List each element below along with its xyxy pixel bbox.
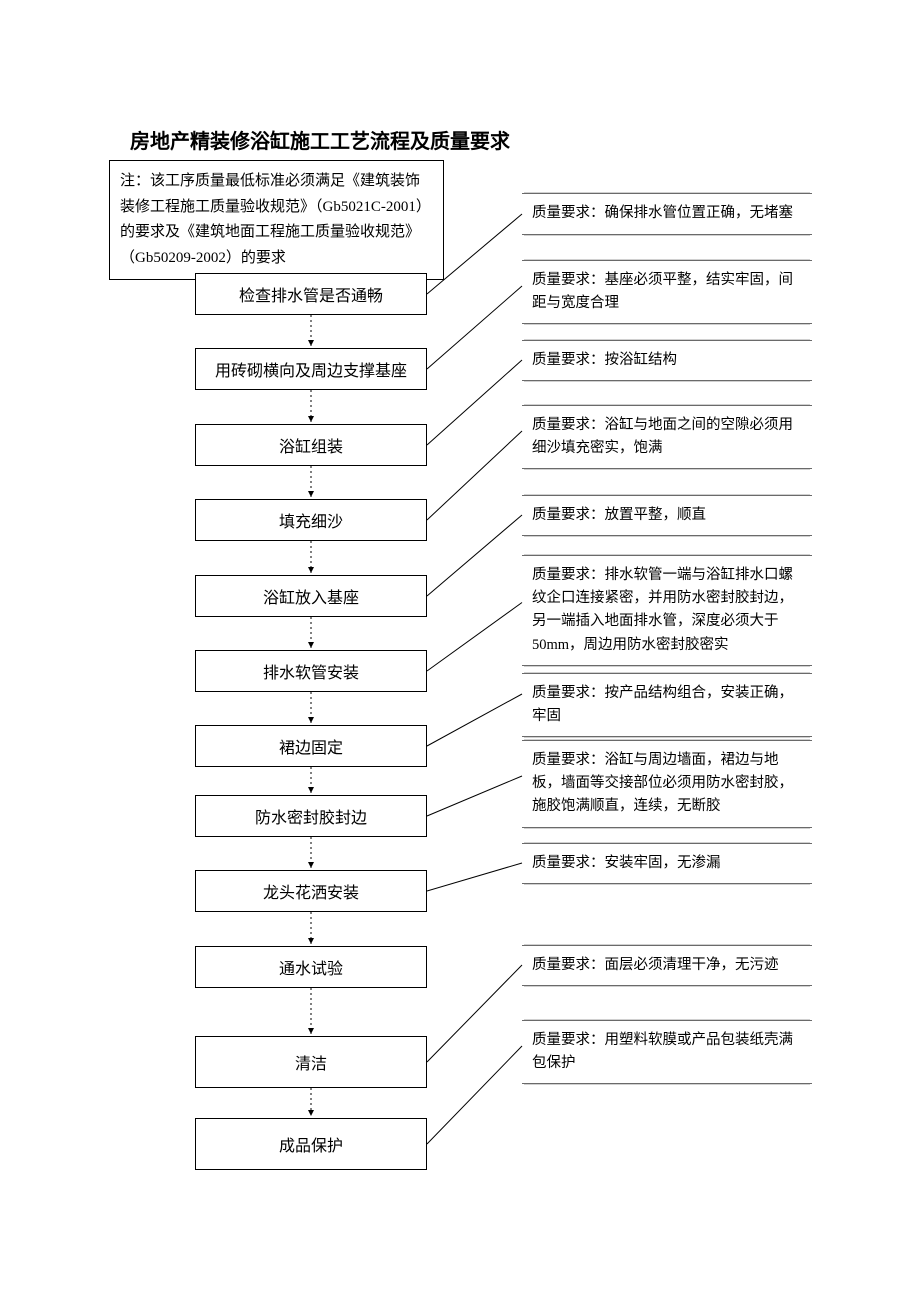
note-box: 注：该工序质量最低标准必须满足《建筑装饰装修工程施工质量验收规范》（Gb5021… xyxy=(109,160,444,280)
requirement-box-3: 质量要求：浴缸与地面之间的空隙必须用细沙填充密实，饱满 xyxy=(522,405,812,469)
requirement-box-2: 质量要求：按浴缸结构 xyxy=(522,340,812,381)
step-box-8: 龙头花洒安装 xyxy=(195,870,427,912)
requirement-box-5: 质量要求：排水软管一端与浴缸排水口螺纹企口连接紧密，并用防水密封胶封边，另一端插… xyxy=(522,555,812,666)
requirement-box-9: 质量要求：面层必须清理干净，无污迹 xyxy=(522,945,812,986)
step-box-1: 用砖砌横向及周边支撑基座 xyxy=(195,348,427,390)
requirement-box-6: 质量要求：按产品结构组合，安装正确，牢固 xyxy=(522,673,812,737)
step-box-0: 检查排水管是否通畅 xyxy=(195,273,427,315)
step-box-9: 通水试验 xyxy=(195,946,427,988)
requirement-box-10: 质量要求：用塑料软膜或产品包装纸壳满包保护 xyxy=(522,1020,812,1084)
page-title: 房地产精装修浴缸施工工艺流程及质量要求 xyxy=(130,125,510,154)
step-box-4: 浴缸放入基座 xyxy=(195,575,427,617)
requirement-box-0: 质量要求：确保排水管位置正确，无堵塞 xyxy=(522,193,812,235)
step-box-7: 防水密封胶封边 xyxy=(195,795,427,837)
step-box-3: 填充细沙 xyxy=(195,499,427,541)
requirement-box-4: 质量要求：放置平整，顺直 xyxy=(522,495,812,536)
requirement-box-1: 质量要求：基座必须平整，结实牢固，间距与宽度合理 xyxy=(522,260,812,324)
step-box-11: 成品保护 xyxy=(195,1118,427,1170)
step-box-5: 排水软管安装 xyxy=(195,650,427,692)
step-box-6: 裙边固定 xyxy=(195,725,427,767)
requirement-box-8: 质量要求：安装牢固，无渗漏 xyxy=(522,843,812,884)
requirement-box-7: 质量要求：浴缸与周边墙面，裙边与地板，墙面等交接部位必须用防水密封胶，施胶饱满顺… xyxy=(522,740,812,828)
step-box-10: 清洁 xyxy=(195,1036,427,1088)
step-box-2: 浴缸组装 xyxy=(195,424,427,466)
